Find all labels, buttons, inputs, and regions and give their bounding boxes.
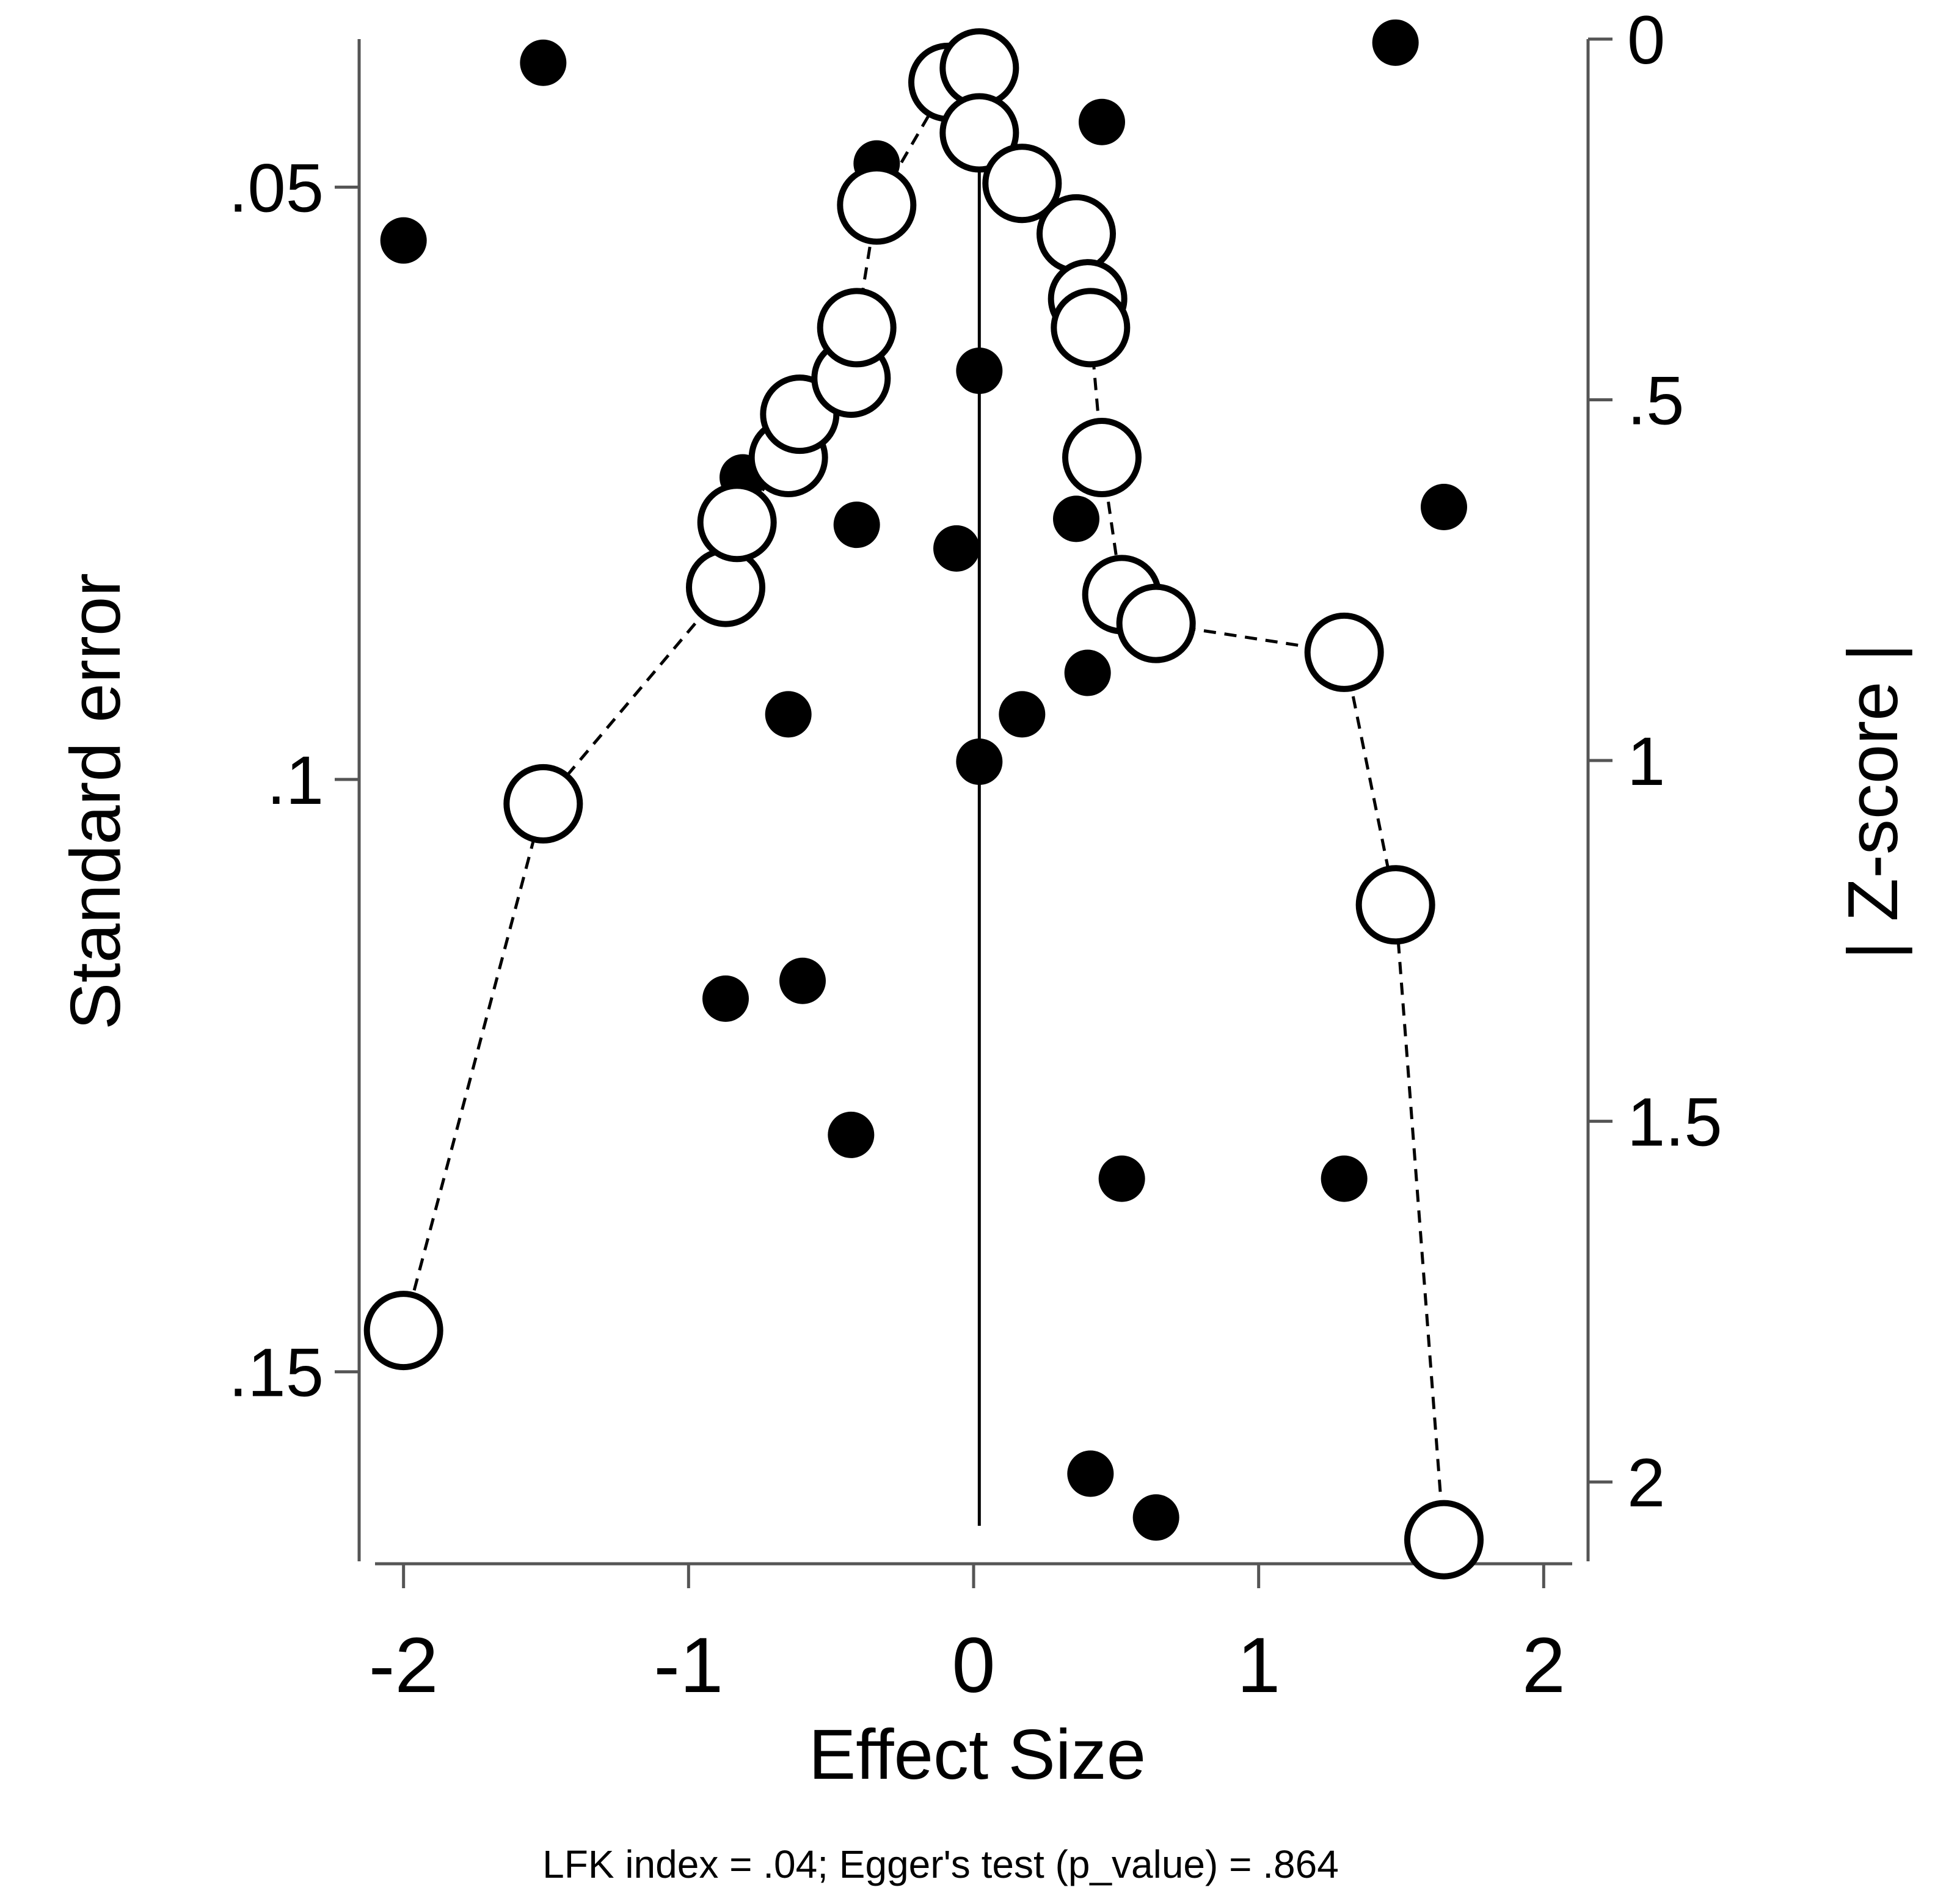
study-point-filled xyxy=(833,502,880,549)
doi-point-open xyxy=(697,483,777,563)
study-point-filled xyxy=(765,691,812,738)
x-tick-label: 1 xyxy=(1237,1622,1280,1709)
doi-point-open xyxy=(363,1291,443,1371)
doi-point-open xyxy=(1116,583,1196,663)
right-y-tick-label: 1 xyxy=(1627,723,1665,800)
study-point-filled xyxy=(1053,495,1099,542)
study-point-filled xyxy=(999,691,1046,738)
study-point-filled xyxy=(956,738,1003,785)
doi-point-open xyxy=(817,288,897,368)
x-axis-title: Effect Size xyxy=(809,1715,1146,1794)
doi-point-open xyxy=(1404,1500,1484,1580)
study-point-filled xyxy=(1098,1155,1145,1202)
study-point-filled xyxy=(933,525,980,572)
doi-point-open xyxy=(837,165,917,245)
study-point-filled xyxy=(779,957,826,1004)
study-point-filled xyxy=(520,39,567,86)
doi-point-open xyxy=(1062,418,1142,498)
study-point-filled xyxy=(828,1111,875,1158)
right-y-tick-label: 1.5 xyxy=(1627,1084,1722,1161)
left-y-tick-label: .05 xyxy=(228,150,324,226)
doi-plot-dashed-line xyxy=(402,65,1446,1540)
right-y-tick-label: .5 xyxy=(1627,363,1684,439)
doi-point-open xyxy=(939,93,1019,173)
left-y-axis-title: Standard error xyxy=(56,573,135,1030)
x-tick-label: 2 xyxy=(1522,1622,1565,1709)
x-tick-label: 0 xyxy=(952,1622,995,1709)
right-y-tick-label: 0 xyxy=(1627,2,1665,78)
doi-point-open xyxy=(1051,288,1131,368)
study-point-filled xyxy=(1079,98,1125,145)
doi-point-open xyxy=(1304,612,1384,692)
study-point-filled xyxy=(1421,484,1467,531)
doi-point-open xyxy=(982,144,1062,224)
doi-point-open xyxy=(503,764,583,844)
doi-point-open xyxy=(1355,865,1435,945)
study-point-filled xyxy=(1321,1155,1368,1202)
x-tick-label: -2 xyxy=(369,1622,439,1709)
study-point-filled xyxy=(1372,19,1419,66)
left-y-tick-label: .1 xyxy=(267,742,324,819)
doi-point-open xyxy=(686,547,765,627)
right-y-tick-label: 2 xyxy=(1627,1445,1665,1521)
footnote-statistics: LFK index = .04; Egger's test (p_value) … xyxy=(542,1842,1339,1886)
x-tick-label: -1 xyxy=(654,1622,723,1709)
doi-point-open xyxy=(1037,194,1116,274)
study-point-filled xyxy=(1132,1494,1179,1541)
study-point-filled xyxy=(1067,1450,1114,1497)
study-point-filled xyxy=(702,975,749,1022)
right-y-axis-title: | Z-score | xyxy=(1833,643,1912,960)
left-y-tick-label: .15 xyxy=(228,1335,324,1411)
study-point-filled xyxy=(956,348,1003,395)
study-point-filled xyxy=(1064,649,1111,696)
study-point-filled xyxy=(380,217,427,264)
